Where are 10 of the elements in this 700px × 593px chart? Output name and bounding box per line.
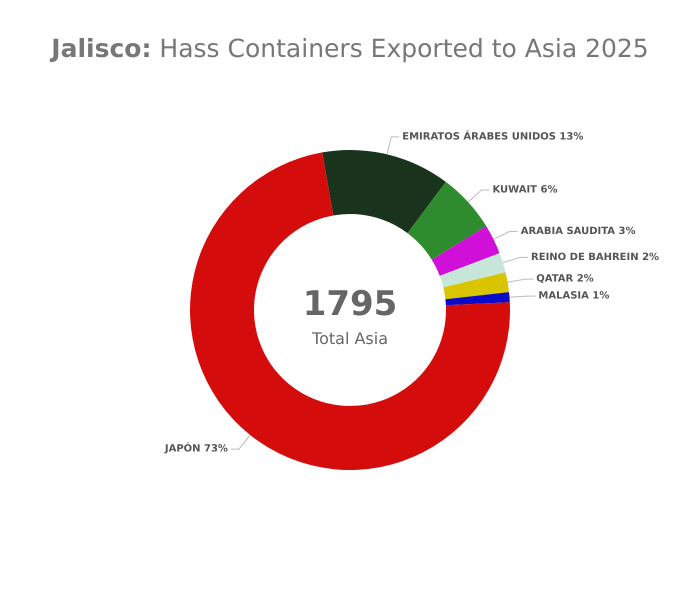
slice-label: ARABIA SAUDITA 3% — [520, 226, 636, 238]
slice-label: QATAR 2% — [536, 274, 594, 285]
slice-label: KUWAIT 6% — [492, 184, 558, 196]
text: 1795 — [302, 284, 398, 324]
slice-label: REINO DE BAHREIN 2% — [531, 252, 660, 263]
slice-label: EMIRATOS ÁRABES UNIDOS 13% — [402, 129, 584, 142]
text: Total Asia — [311, 329, 388, 348]
slice-label: MALASIA 1% — [538, 290, 610, 302]
slice-label: JAPÓN 73% — [164, 442, 228, 455]
chart-title: Jalisco: Hass Containers Exported to Asia 2025 — [48, 34, 650, 63]
